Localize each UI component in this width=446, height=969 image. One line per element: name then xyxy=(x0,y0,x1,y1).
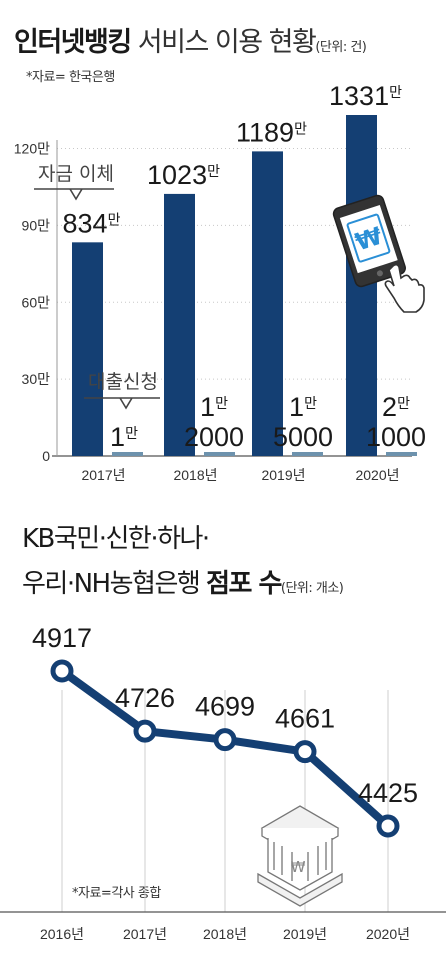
bar-chart: 0 30만 60만 90만 120만 2017년 2018년 2019년 2020년 834만 10… xyxy=(14,81,426,483)
source-note-top: *자료= 한국은행 xyxy=(26,70,115,85)
bar-loan xyxy=(386,452,417,456)
bar-loan xyxy=(292,452,323,456)
y-tick-label: 30만 xyxy=(22,371,51,387)
data-label: 4661 xyxy=(275,704,335,734)
data-label-loan: 1만 xyxy=(200,392,228,422)
bar-loan xyxy=(112,452,143,456)
x-tick-label: 2018년 xyxy=(203,926,247,942)
y-tick-label: 90만 xyxy=(22,217,51,233)
data-point xyxy=(293,740,317,764)
data-label-loan: 5000 xyxy=(273,422,333,452)
data-label: 4917 xyxy=(32,623,92,653)
title-rest: 서비스 이용 현황 xyxy=(130,27,317,58)
data-label-loan: 1만 xyxy=(110,422,138,452)
title-bold: 인터넷뱅킹 xyxy=(14,27,132,58)
bar-transfer xyxy=(72,242,103,456)
y-tick-label: 120만 xyxy=(14,141,50,157)
annotation-transfer-text: 자금 이체 xyxy=(38,163,114,185)
y-tick-label: 0 xyxy=(42,448,50,464)
data-label: 4726 xyxy=(115,683,175,713)
data-point xyxy=(213,728,237,752)
data-label-loan: 2000 xyxy=(184,422,244,452)
pointing-hand-icon xyxy=(384,263,425,313)
x-tick-label: 2018년 xyxy=(173,467,217,483)
line-chart: 4917 4726 4699 4661 4425 2016년 2017년 2018년 2019년… xyxy=(0,623,446,942)
annotation-transfer: 자금 이체 xyxy=(34,163,114,201)
smartphone-won-icon: ₩ xyxy=(332,194,406,288)
data-point xyxy=(50,659,74,683)
data-label-transfer: 1189만 xyxy=(236,117,307,147)
source-note-bottom: *자료=각사 종합 xyxy=(72,886,161,901)
chart2-title-plain: 우리·NH농협은행 xyxy=(22,569,207,599)
x-tick-label: 2017년 xyxy=(81,467,125,483)
data-point xyxy=(133,719,157,743)
annotation-loan-text: 대출신청 xyxy=(88,371,158,393)
chart2-title-line1: KB국민·신한·하나· xyxy=(22,524,210,554)
x-tick-label: 2019년 xyxy=(283,926,327,942)
annotation-loan: 대출신청 xyxy=(84,371,160,410)
data-point xyxy=(376,814,400,838)
data-label-transfer: 834만 xyxy=(63,208,121,238)
chart-title: 인터넷뱅킹 서비스 이용 현황(단위: 건) xyxy=(14,20,367,59)
bar-transfer xyxy=(164,193,195,456)
bar-transfer xyxy=(252,151,283,456)
data-label-loan: 2만 xyxy=(382,392,410,422)
chart2-title-line2: 우리·NH농협은행 점포 수(단위: 개소) xyxy=(22,563,344,600)
x-tick-label: 2020년 xyxy=(366,926,410,942)
chart2-title-bold: 점포 수 xyxy=(206,569,282,599)
data-label-loan: 1만 xyxy=(289,392,317,422)
data-label-transfer: 1331만 xyxy=(329,81,402,111)
svg-text:₩: ₩ xyxy=(291,858,306,876)
bar-loan xyxy=(204,452,235,456)
data-label: 4699 xyxy=(195,692,255,722)
bank-building-icon: ₩ xyxy=(257,805,343,907)
title-unit: (단위: 건) xyxy=(315,40,367,55)
data-label-transfer: 1023만 xyxy=(147,160,220,190)
data-label-loan: 1000 xyxy=(366,422,426,452)
x-tick-label: 2020년 xyxy=(355,467,399,483)
x-tick-label: 2017년 xyxy=(123,926,167,942)
x-tick-label: 2016년 xyxy=(40,926,84,942)
y-tick-label: 60만 xyxy=(22,294,51,310)
chart2-title-unit: (단위: 개소) xyxy=(280,581,344,596)
x-tick-label: 2019년 xyxy=(261,467,305,483)
data-label: 4425 xyxy=(358,778,418,808)
